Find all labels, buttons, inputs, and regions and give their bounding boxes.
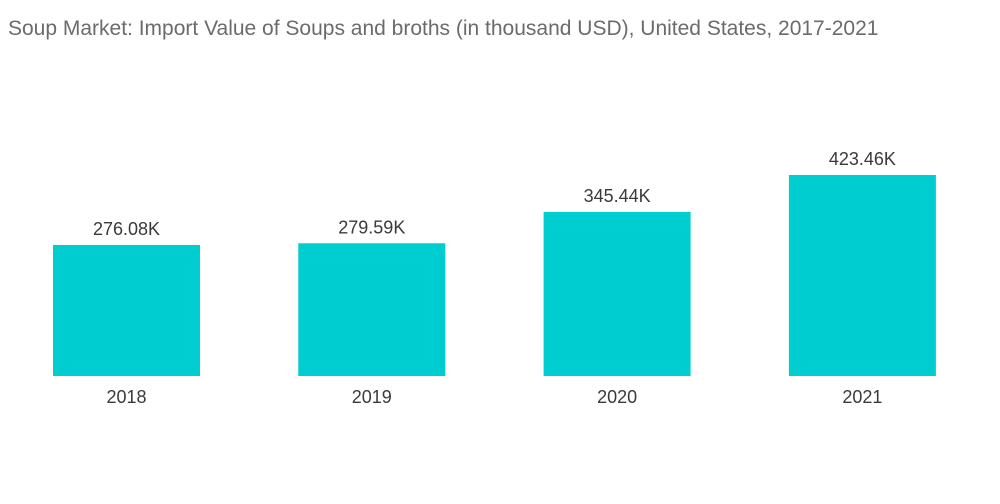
data-labels-layer: 276.08K 279.59K 345.44K 423.46K	[93, 149, 896, 239]
bars-layer	[53, 175, 936, 376]
x-tick-label-2021: 2021	[842, 387, 882, 407]
bar-2020	[543, 212, 691, 376]
data-label-2018: 276.08K	[93, 219, 160, 239]
x-tick-label-2019: 2019	[352, 387, 392, 407]
bar-2021	[788, 175, 936, 376]
data-label-2019: 279.59K	[338, 217, 405, 237]
bar-2018	[53, 245, 200, 376]
data-label-2021: 423.46K	[829, 149, 896, 169]
data-label-2020: 345.44K	[584, 186, 651, 206]
x-tick-label-2020: 2020	[597, 387, 637, 407]
x-tick-label-2018: 2018	[106, 387, 146, 407]
bar-2019	[298, 243, 446, 376]
chart-title: Soup Market: Import Value of Soups and b…	[8, 17, 879, 40]
x-axis-tick-labels: 2018 2019 2020 2021	[106, 387, 882, 407]
